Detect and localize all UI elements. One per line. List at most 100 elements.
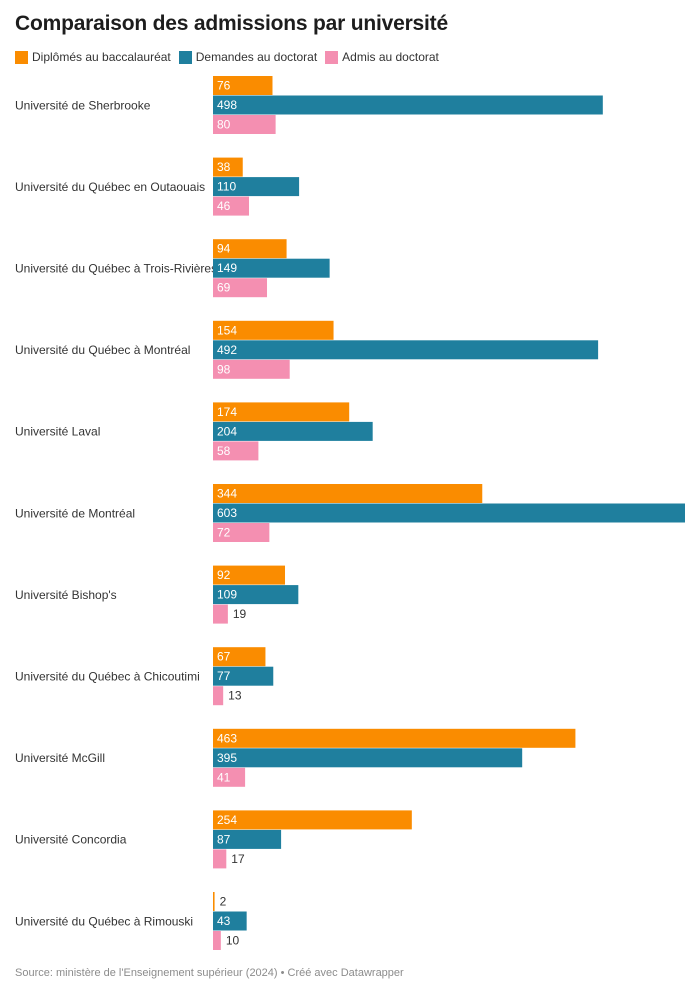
- value-label-admis: 80: [217, 118, 231, 132]
- bar-group: Université du Québec à Montréal 154 492 98: [15, 320, 599, 379]
- bar-group: Université Laval 174 204 58: [15, 402, 373, 461]
- source-note: Source: ministère de l'Enseignement supé…: [15, 967, 404, 979]
- bar-demandes: [213, 666, 274, 686]
- value-label-admis: 17: [231, 852, 245, 866]
- value-label-admis: 69: [217, 281, 231, 295]
- bar-diplomes: [213, 402, 350, 422]
- bar-demandes: [213, 340, 599, 360]
- value-label-admis: 46: [217, 199, 231, 213]
- value-label-diplomes: 254: [217, 813, 237, 827]
- bar-demandes: [213, 748, 523, 768]
- value-label-diplomes: 2: [220, 895, 227, 909]
- bar-admis: [213, 196, 250, 216]
- value-label-admis: 98: [217, 362, 231, 376]
- bar-demandes: [213, 829, 282, 849]
- value-label-demandes: 87: [217, 832, 231, 846]
- bar-diplomes: [213, 239, 287, 259]
- bar-diplomes: [213, 892, 215, 911]
- legend-swatch-admis: [325, 50, 339, 64]
- bar-demandes: [213, 421, 373, 441]
- value-label-admis: 58: [217, 444, 231, 458]
- bar-diplomes: [213, 565, 286, 585]
- legend-item-diplomes: Diplômés au baccalauréat: [15, 50, 171, 64]
- value-label-diplomes: 38: [217, 160, 231, 174]
- bar-demandes: [213, 177, 300, 197]
- bar-admis: [213, 931, 221, 950]
- category-label: Université de Montréal: [15, 506, 135, 520]
- category-label: Université Laval: [15, 425, 100, 439]
- bar-diplomes: [213, 810, 412, 830]
- value-label-demandes: 395: [217, 751, 237, 765]
- legend-label-admis: Admis au doctorat: [342, 50, 439, 64]
- legend-label-diplomes: Diplômés au baccalauréat: [32, 50, 171, 64]
- bar-diplomes: [213, 157, 243, 177]
- value-label-diplomes: 67: [217, 650, 231, 664]
- value-label-demandes: 43: [217, 914, 231, 928]
- bar-demandes: [213, 258, 330, 278]
- bar-diplomes: [213, 484, 483, 503]
- bar-demandes: [213, 585, 299, 605]
- bar-demandes: [213, 503, 685, 523]
- value-label-admis: 19: [233, 607, 247, 621]
- bar-diplomes: [213, 76, 273, 95]
- bar-demandes: [213, 911, 247, 931]
- category-label: Université Bishop's: [15, 588, 117, 602]
- category-label: Université du Québec à Montréal: [15, 343, 190, 357]
- bar-demandes: [213, 95, 603, 115]
- value-label-demandes: 77: [217, 669, 231, 683]
- bar-diplomes: [213, 647, 266, 667]
- category-label: Université du Québec à Chicoutimi: [15, 669, 200, 683]
- value-label-demandes: 149: [217, 261, 237, 275]
- bar-admis: [213, 359, 290, 379]
- bar-group: Université du Québec à Chicoutimi 67 77 13: [15, 647, 274, 706]
- value-label-diplomes: 463: [217, 731, 237, 745]
- bar-group: Université Bishop's 92 109 19: [15, 565, 299, 624]
- value-label-admis: 13: [228, 689, 242, 703]
- legend-swatch-diplomes: [15, 50, 28, 64]
- value-label-diplomes: 76: [217, 79, 231, 93]
- bar-admis: [213, 767, 246, 787]
- bar-diplomes: [213, 320, 334, 340]
- value-label-demandes: 110: [217, 180, 236, 194]
- bar-group: Université McGill 463 395 41: [15, 728, 576, 787]
- bar-diplomes: [213, 728, 576, 748]
- value-label-admis: 10: [226, 934, 240, 948]
- value-label-demandes: 109: [217, 588, 237, 602]
- value-label-demandes: 492: [217, 343, 237, 357]
- bar-admis: [213, 115, 276, 134]
- bar-group: Université de Montréal 344 603 72: [15, 484, 685, 542]
- legend-swatch-demandes: [178, 50, 192, 64]
- bar-admis: [213, 849, 227, 869]
- legend-item-demandes: Demandes au doctorat: [178, 50, 318, 64]
- category-label: Université Concordia: [15, 833, 127, 847]
- value-label-diplomes: 174: [217, 405, 237, 419]
- value-label-admis: 41: [217, 770, 231, 784]
- category-label: Université de Sherbrooke: [15, 98, 151, 112]
- bar-admis: [213, 686, 224, 706]
- value-label-diplomes: 94: [217, 242, 231, 256]
- category-label: Université du Québec à Trois-Rivières: [15, 261, 217, 275]
- value-label-diplomes: 344: [217, 487, 237, 501]
- bar-admis: [213, 278, 268, 298]
- chart-legend: Diplômés au baccalauréat Demandes au doc…: [15, 48, 447, 66]
- value-label-demandes: 603: [217, 506, 237, 520]
- category-label: Université du Québec en Outaouais: [15, 180, 205, 194]
- bar-admis: [213, 523, 270, 542]
- bar-group: Université du Québec à Rimouski 2 43 10: [15, 892, 247, 950]
- value-label-demandes: 498: [217, 98, 237, 112]
- value-label-admis: 72: [217, 526, 231, 540]
- chart-title: Comparaison des admissions par universit…: [15, 12, 448, 35]
- value-label-demandes: 204: [217, 424, 237, 438]
- bar-group: Université de Sherbrooke 76 498 80: [15, 76, 603, 134]
- value-label-diplomes: 154: [217, 323, 237, 337]
- value-label-diplomes: 92: [217, 568, 231, 582]
- bar-admis: [213, 441, 259, 461]
- legend-item-admis: Admis au doctorat: [325, 50, 439, 64]
- legend-label-demandes: Demandes au doctorat: [195, 50, 318, 64]
- bar-group: Université du Québec en Outaouais 38 110 46: [15, 157, 300, 216]
- category-label: Université du Québec à Rimouski: [15, 914, 193, 928]
- category-label: Université McGill: [15, 751, 105, 765]
